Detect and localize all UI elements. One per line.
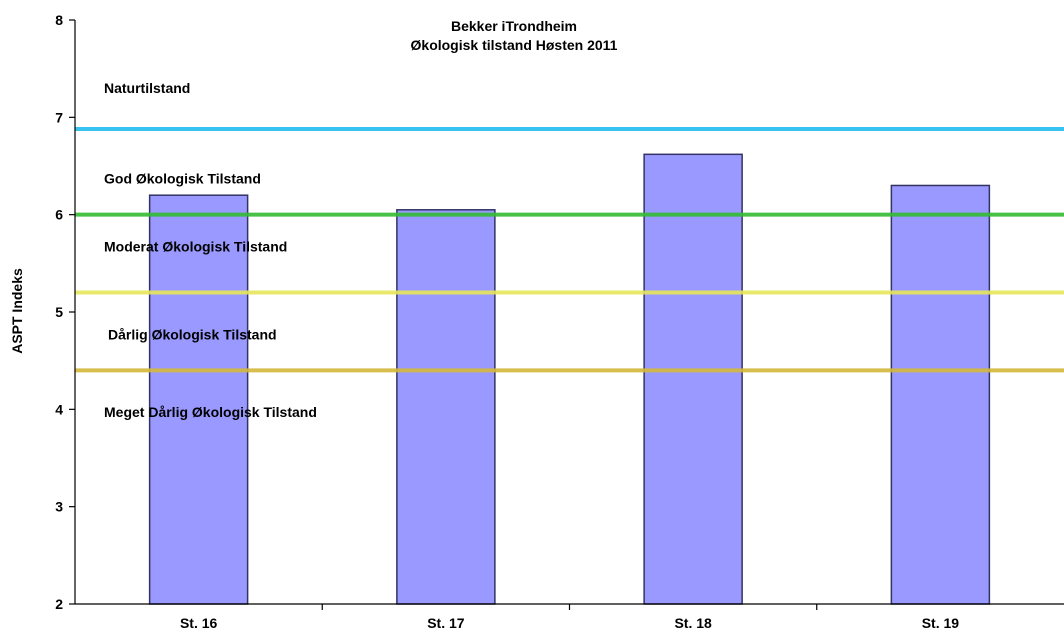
zone-label-2: God Økologisk Tilstand [104,171,261,187]
bar-st-17 [396,209,496,605]
bar-st-18 [643,153,743,605]
x-tick-label: St. 19 [922,615,960,631]
zone-labels: Naturtilstand God Økologisk Tilstand Moder… [104,80,317,420]
bar-st-19 [890,184,991,605]
zone-label-4: Dårlig Økologisk Tilstand [108,326,277,342]
bar-group [148,153,991,605]
y-tick-label: 4 [55,401,63,417]
y-tick-label: 8 [55,12,63,28]
x-tick-label: St. 16 [180,615,218,631]
x-tick-label: St. 18 [674,615,712,631]
chart-title: Bekker iTrondheim [451,18,577,34]
bar-st-16 [148,194,249,605]
y-tick-label: 3 [55,499,63,515]
y-axis-label: ASPT Indeks [9,268,25,354]
y-tick-label: 2 [55,596,63,612]
chart-subtitle: Økologisk tilstand Høsten 2011 [411,37,618,53]
x-tick-label: St. 17 [427,615,465,631]
zone-label-1: Naturtilstand [104,80,190,96]
y-tick-label: 7 [55,109,63,125]
threshold-lines [75,127,1064,373]
y-tick-label: 5 [55,304,63,320]
zone-label-5: Meget Dårlig Økologisk Tilstand [104,404,317,420]
y-tick-label: 6 [55,207,63,223]
y-ticks: 2 3 4 5 6 7 8 [55,12,75,612]
x-ticks: St. 16 St. 17 St. 18 St. 19 [180,604,959,631]
zone-label-3: Moderat Økologisk Tilstand [104,239,287,255]
